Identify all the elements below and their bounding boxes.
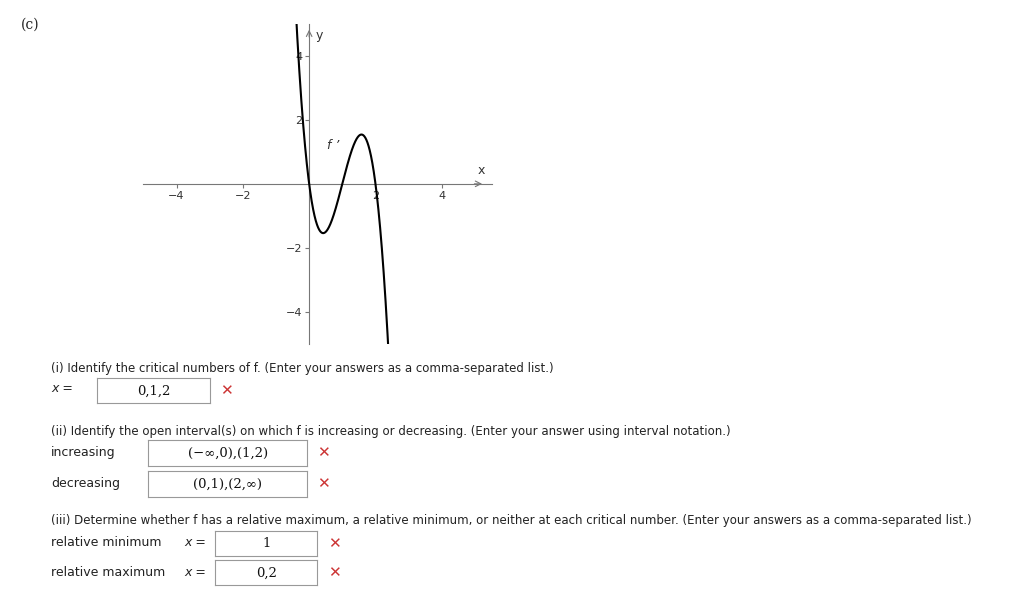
Text: f ’: f ’ — [328, 139, 340, 152]
Text: 0,1,2: 0,1,2 — [137, 384, 170, 397]
Text: (i) Identify the critical numbers of f. (Enter your answers as a comma-separated: (i) Identify the critical numbers of f. … — [51, 362, 554, 375]
Text: x: x — [478, 164, 485, 177]
Text: ✕: ✕ — [328, 535, 340, 551]
Text: (c): (c) — [20, 18, 39, 32]
Text: ✕: ✕ — [220, 383, 232, 398]
Text: relative minimum: relative minimum — [51, 536, 162, 549]
Text: 0,2: 0,2 — [256, 566, 276, 579]
Text: (iii) Determine whether f has a relative maximum, a relative minimum, or neither: (iii) Determine whether f has a relative… — [51, 514, 972, 527]
Text: ✕: ✕ — [317, 445, 330, 461]
Text: x =: x = — [184, 566, 206, 579]
Text: (0,1),(2,∞): (0,1),(2,∞) — [194, 477, 262, 490]
Text: (ii) Identify the open interval(s) on which f is increasing or decreasing. (Ente: (ii) Identify the open interval(s) on wh… — [51, 425, 731, 438]
Text: x =: x = — [184, 536, 206, 549]
Text: y: y — [315, 28, 324, 42]
Text: relative maximum: relative maximum — [51, 566, 166, 579]
Text: 1: 1 — [262, 537, 270, 550]
Text: ✕: ✕ — [317, 476, 330, 492]
Text: ✕: ✕ — [328, 565, 340, 581]
Text: decreasing: decreasing — [51, 477, 120, 490]
Text: (−∞,0),(1,2): (−∞,0),(1,2) — [187, 447, 268, 460]
Text: increasing: increasing — [51, 446, 116, 459]
Text: x =: x = — [51, 382, 73, 395]
